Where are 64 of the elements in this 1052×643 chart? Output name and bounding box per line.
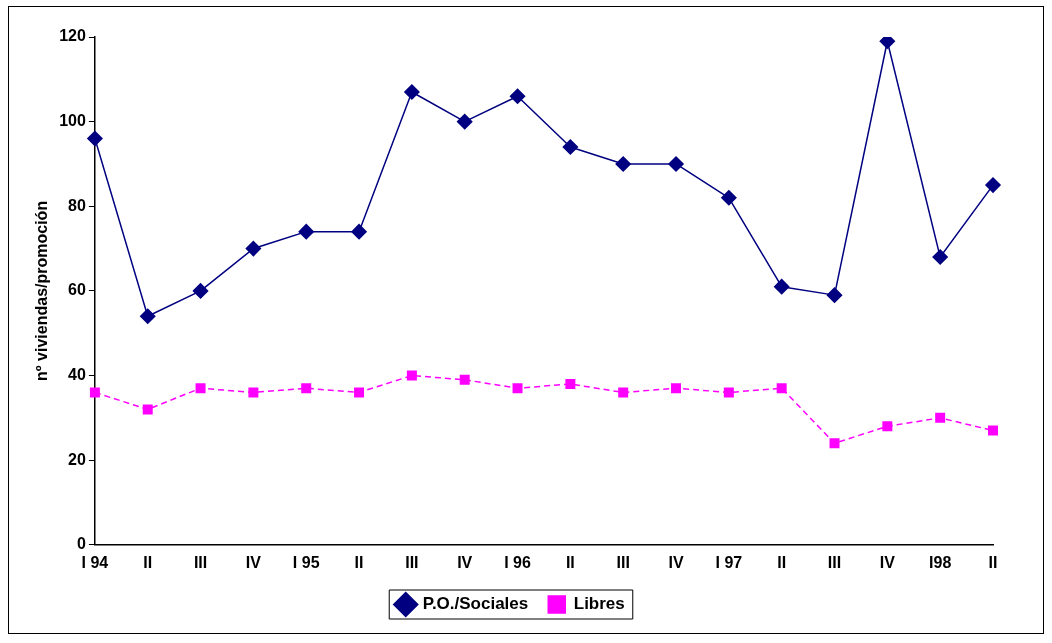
point <box>776 383 787 394</box>
point <box>351 223 367 240</box>
point <box>985 177 1001 193</box>
legend-label: P.O./Sociales <box>422 594 529 614</box>
x-tick-label: I98 <box>929 553 952 571</box>
x-tick-label: I 94 <box>81 553 109 571</box>
point <box>139 308 156 325</box>
point <box>932 249 948 265</box>
point <box>509 88 526 104</box>
x-tick-label: IV <box>668 553 684 571</box>
point <box>245 240 262 257</box>
y-tick-label: 20 <box>68 450 86 468</box>
x-tick-label: I 95 <box>292 553 320 571</box>
point <box>298 223 314 240</box>
point <box>89 387 100 398</box>
x-tick-label: III <box>405 553 419 571</box>
point <box>882 421 893 432</box>
x-tick-label: III <box>193 553 208 571</box>
y-axis-title: nº viviendas/promoción <box>33 200 51 381</box>
x-tick-label: II <box>565 553 575 571</box>
point <box>988 425 998 436</box>
point <box>565 379 576 389</box>
point <box>721 190 737 206</box>
x-tick-label: IV <box>245 553 262 571</box>
point <box>354 387 365 398</box>
point <box>195 383 206 394</box>
point <box>618 387 629 398</box>
point <box>301 383 312 394</box>
point <box>879 37 896 49</box>
point <box>615 156 631 172</box>
x-tick-label: III <box>827 553 842 571</box>
x-tick-label: II <box>143 553 153 571</box>
y-tick-label: 60 <box>68 281 86 299</box>
x-tick-label: I 96 <box>504 553 531 571</box>
x-tick-label: II <box>988 553 998 571</box>
point <box>142 404 153 415</box>
point <box>248 387 259 398</box>
point <box>773 278 790 295</box>
point <box>671 383 682 394</box>
point <box>404 84 420 100</box>
point <box>668 156 684 172</box>
y-tick-label: 100 <box>59 112 86 130</box>
point <box>512 383 523 394</box>
point <box>723 387 734 398</box>
y-tick-label: 40 <box>68 365 86 383</box>
point <box>192 283 209 299</box>
point <box>459 374 470 385</box>
x-tick-label: IV <box>879 553 896 571</box>
point <box>406 370 417 381</box>
x-tick-label: I 97 <box>715 553 743 571</box>
x-tick-label: IV <box>457 553 473 571</box>
point <box>562 139 579 155</box>
x-tick-label: II <box>354 553 364 571</box>
x-tick-label: II <box>777 553 787 571</box>
y-tick-label: 80 <box>68 196 86 214</box>
y-tick-label: 120 <box>59 27 86 45</box>
x-tick-label: III <box>616 553 630 571</box>
point <box>456 113 473 130</box>
legend-label: Libres <box>573 594 625 614</box>
point <box>935 412 946 423</box>
point <box>829 438 840 449</box>
point <box>826 287 843 303</box>
point <box>87 130 103 147</box>
y-tick-label: 0 <box>76 535 86 553</box>
